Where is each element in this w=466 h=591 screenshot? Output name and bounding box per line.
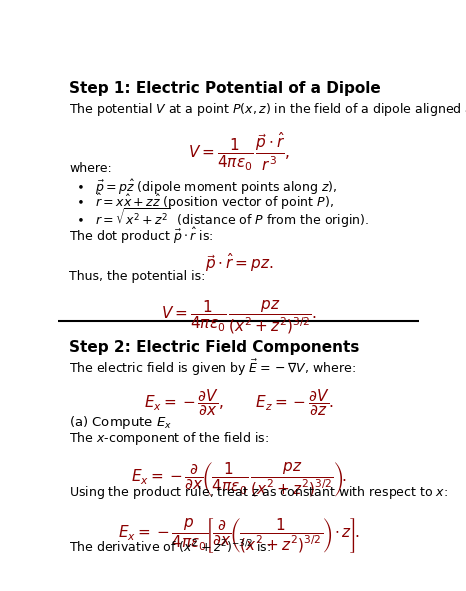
- Text: $\bullet\;$  $\vec{p} = p\hat{z}$ (dipole moment points along $z$),: $\bullet\;$ $\vec{p} = p\hat{z}$ (dipole…: [76, 178, 338, 197]
- Text: where:: where:: [69, 162, 112, 175]
- Text: $E_x = -\dfrac{p}{4\pi\epsilon_0}\!\left[\dfrac{\partial}{\partial x}\!\left(\df: $E_x = -\dfrac{p}{4\pi\epsilon_0}\!\left…: [118, 516, 360, 554]
- Text: $E_x = -\dfrac{\partial}{\partial x}\!\left(\dfrac{1}{4\pi\epsilon_0}\,\dfrac{pz: $E_x = -\dfrac{\partial}{\partial x}\!\l…: [131, 462, 347, 499]
- Text: $\vec{p}\cdot\hat{r} = pz.$: $\vec{p}\cdot\hat{r} = pz.$: [205, 251, 273, 274]
- Text: $\bullet\;$  $r = \sqrt{x^2+z^2}$  (distance of $\mathit{P}$ from the origin).: $\bullet\;$ $r = \sqrt{x^2+z^2}$ (distan…: [76, 206, 370, 230]
- Text: Step 2: Electric Field Components: Step 2: Electric Field Components: [69, 340, 359, 355]
- Text: Step 1: Electric Potential of a Dipole: Step 1: Electric Potential of a Dipole: [69, 82, 381, 96]
- Text: $E_x = -\dfrac{\partial V}{\partial x},\quad\quad E_z = -\dfrac{\partial V}{\par: $E_x = -\dfrac{\partial V}{\partial x},\…: [144, 388, 334, 418]
- Text: $\mathit{V} = \dfrac{1}{4\pi\epsilon_0}\,\dfrac{\vec{p}\cdot\hat{r}}{r^3},$: $\mathit{V} = \dfrac{1}{4\pi\epsilon_0}\…: [188, 131, 290, 173]
- Text: The potential $\mathit{V}$ at a point $\mathit{P}(x,z)$ in the field of a dipole: The potential $\mathit{V}$ at a point $\…: [69, 102, 466, 118]
- Text: Using the product rule, treat $z$ as constant with respect to $x$:: Using the product rule, treat $z$ as con…: [69, 484, 448, 501]
- Text: $\mathit{V} = \dfrac{1}{4\pi\epsilon_0}\,\dfrac{pz}{(x^2+z^2)^{3/2}}.$: $\mathit{V} = \dfrac{1}{4\pi\epsilon_0}\…: [161, 299, 317, 336]
- Text: The electric field is given by $\vec{E} = -\nabla V$, where:: The electric field is given by $\vec{E} …: [69, 358, 356, 378]
- Text: (a) Compute $E_x$: (a) Compute $E_x$: [69, 414, 172, 431]
- Text: Thus, the potential is:: Thus, the potential is:: [69, 270, 206, 283]
- Text: $\bullet\;$  $\hat{r} = x\hat{x} + z\hat{z}$ (position vector of point $\mathit{: $\bullet\;$ $\hat{r} = x\hat{x} + z\hat{…: [76, 193, 334, 213]
- Text: The derivative of $(x^2+z^2)^{-3/2}$ is:: The derivative of $(x^2+z^2)^{-3/2}$ is:: [69, 539, 271, 556]
- Text: The dot product $\vec{p}\cdot\hat{r}$ is:: The dot product $\vec{p}\cdot\hat{r}$ is…: [69, 226, 214, 246]
- Text: The $x$-component of the field is:: The $x$-component of the field is:: [69, 430, 269, 447]
